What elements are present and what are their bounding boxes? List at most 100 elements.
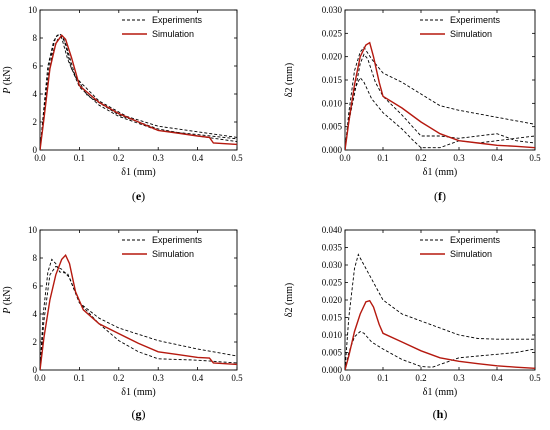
- y-axis-label-main: δ2 (mm): [284, 63, 295, 97]
- y-tick-label: 10: [28, 5, 38, 15]
- experiments-series-line-1: [345, 253, 535, 370]
- panel-label-open: (: [132, 407, 136, 421]
- panel-label-open: (: [434, 189, 438, 203]
- x-tick-label: 0.5: [231, 373, 243, 383]
- x-tick-label: 0.0: [34, 373, 46, 383]
- y-axis-label-unit: (kN): [2, 66, 13, 87]
- y-tick-label: 0.025: [322, 28, 343, 38]
- panel-label-open: (: [433, 407, 437, 421]
- legend-simulation-label: Simulation: [450, 29, 492, 39]
- x-tick-label: 0.1: [74, 373, 85, 383]
- y-tick-label: 0.005: [322, 348, 343, 358]
- y-tick-label: 0.020: [322, 52, 343, 62]
- panel-label-letter: g: [136, 407, 142, 421]
- x-tick-label: 0.3: [153, 373, 165, 383]
- x-tick-label: 0.3: [453, 373, 465, 383]
- experiments-series-line-2: [345, 330, 535, 370]
- y-tick-label: 4: [33, 89, 38, 99]
- panel-label: (f): [434, 189, 446, 203]
- simulation-series-line: [40, 34, 237, 150]
- y-tick-label: 0.005: [322, 122, 343, 132]
- x-tick-label: 0.5: [231, 153, 243, 163]
- y-tick-label: 0: [33, 145, 38, 155]
- x-tick-label: 0.5: [529, 153, 541, 163]
- y-tick-label: 10: [28, 225, 38, 235]
- plot-frame: [344, 229, 536, 371]
- y-tick-label: 2: [33, 337, 38, 347]
- y-axis-label-main: P: [2, 308, 13, 315]
- simulation-series-line: [345, 41, 535, 150]
- y-axis-label: δ2 (mm): [284, 63, 295, 97]
- legend-simulation-label: Simulation: [152, 29, 194, 39]
- x-tick-label: 0.0: [34, 153, 46, 163]
- panel-label-close: ): [142, 407, 146, 421]
- experiments-series-line-2: [40, 265, 237, 370]
- y-tick-label: 0.000: [322, 145, 343, 155]
- y-tick-label: 6: [33, 281, 38, 291]
- experiments-series-line-1: [40, 258, 237, 370]
- panel-label-close: ): [442, 189, 446, 203]
- y-tick-label: 0.010: [322, 98, 343, 108]
- x-axis-label: δ1 (mm): [121, 167, 155, 178]
- x-tick-label: 0.0: [339, 373, 351, 383]
- y-tick-label: 2: [33, 117, 38, 127]
- legend-experiments-label: Experiments: [450, 235, 501, 245]
- x-tick-label: 0.5: [529, 373, 541, 383]
- y-axis-label: P (kN): [2, 66, 13, 95]
- x-tick-label: 0.1: [377, 153, 388, 163]
- simulation-series-line: [345, 299, 535, 370]
- legend-simulation-label: Simulation: [152, 249, 194, 259]
- plot-frame: [39, 229, 238, 371]
- y-tick-label: 0.015: [322, 313, 343, 323]
- panel-label-letter: f: [438, 189, 443, 203]
- x-tick-label: 0.1: [74, 153, 85, 163]
- plot-frame: [39, 9, 238, 151]
- simulation-series-line: [40, 253, 237, 370]
- y-tick-label: 0.015: [322, 75, 343, 85]
- y-axis-label: δ2 (mm): [284, 283, 295, 317]
- chart-panel-g: 0.0 0.1 0.2 0.3 0.4 0.5 0 2 4 6 8 10 δ1 (mm) P (kN) Ex…: [2, 225, 243, 421]
- experiments-series-line-2: [40, 33, 237, 150]
- y-tick-label: 0.025: [322, 278, 343, 288]
- panel-label-close: ): [443, 407, 447, 421]
- y-tick-label: 8: [33, 33, 38, 43]
- chart-panel-e: 0.0 0.1 0.2 0.3 0.4 0.5 0 2 4 6 8 10 δ1 (mm) P (kN) Ex…: [2, 5, 243, 203]
- x-tick-label: 0.4: [491, 373, 503, 383]
- y-tick-label: 0.030: [322, 5, 343, 15]
- legend-experiments-label: Experiments: [152, 235, 203, 245]
- y-tick-label: 0.035: [322, 243, 343, 253]
- legend-experiments-label: Experiments: [450, 15, 501, 25]
- y-tick-label: 0.030: [322, 260, 343, 270]
- y-tick-label: 0.010: [322, 330, 343, 340]
- panel-label-letter: h: [437, 407, 444, 421]
- y-tick-label: 4: [33, 309, 38, 319]
- legend-simulation-label: Simulation: [450, 249, 492, 259]
- x-tick-label: 0.4: [192, 373, 204, 383]
- experiments-series-line-2: [345, 76, 535, 150]
- y-tick-label: 0: [33, 365, 38, 375]
- y-axis-label-main: δ2 (mm): [284, 283, 295, 317]
- x-axis-label: δ1 (mm): [121, 387, 155, 398]
- x-tick-label: 0.0: [339, 153, 351, 163]
- panel-label: (h): [433, 407, 448, 421]
- plot-frame: [344, 9, 536, 151]
- y-axis-label-unit: (kN): [2, 286, 13, 307]
- y-tick-label: 0.040: [322, 225, 343, 235]
- x-axis-label: δ1 (mm): [423, 167, 457, 178]
- x-tick-label: 0.4: [192, 153, 204, 163]
- experiments-series-line-3: [345, 53, 535, 150]
- x-axis-label: δ1 (mm): [423, 387, 457, 398]
- x-tick-label: 0.2: [113, 153, 124, 163]
- x-tick-label: 0.4: [491, 153, 503, 163]
- x-tick-label: 0.2: [113, 373, 124, 383]
- panel-label: (g): [132, 407, 146, 421]
- chart-panel-h: 0.0 0.1 0.2 0.3 0.4 0.5 0.000 0.005 0.010 0.015 0.…: [284, 225, 541, 421]
- panel-label: (e): [132, 189, 145, 203]
- y-tick-label: 0.020: [322, 295, 343, 305]
- panel-label-close: ): [141, 189, 145, 203]
- x-tick-label: 0.1: [377, 373, 388, 383]
- panel-label-letter: e: [136, 189, 142, 203]
- x-tick-label: 0.3: [153, 153, 165, 163]
- experiments-series-line-1: [345, 46, 535, 150]
- y-tick-label: 0.000: [322, 365, 343, 375]
